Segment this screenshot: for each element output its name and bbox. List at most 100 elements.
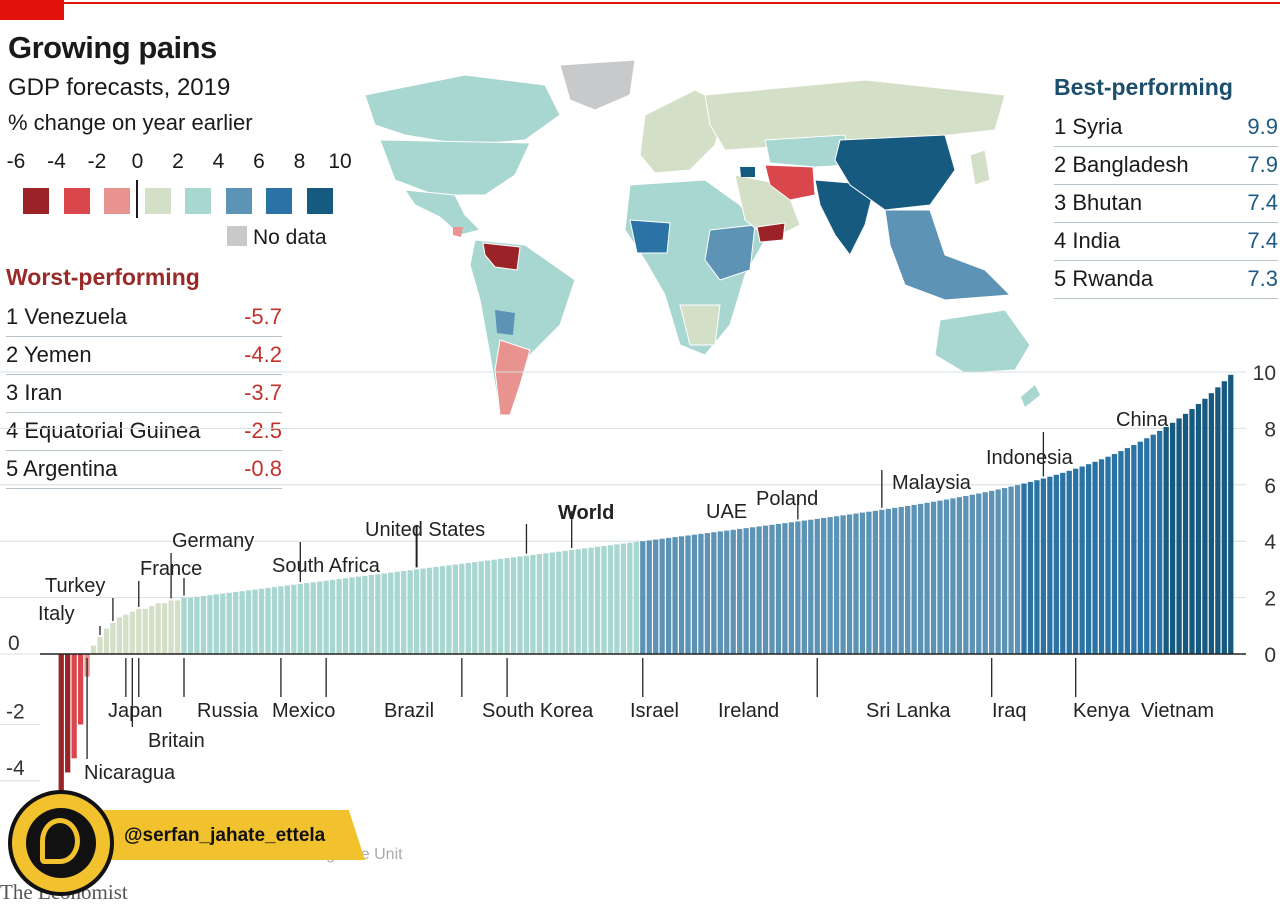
no-data-swatch (227, 226, 247, 246)
y-tick-label: 0 (1264, 644, 1276, 667)
bar (426, 567, 433, 654)
scale-zero-marker (136, 180, 138, 218)
bar (833, 516, 840, 654)
map-region-east-africa (704, 224, 756, 281)
bar (90, 645, 97, 654)
map-region-southern-africa (679, 304, 721, 346)
bar (355, 576, 362, 654)
bar (362, 575, 368, 654)
bar (581, 548, 588, 654)
bar (659, 538, 665, 654)
bar (420, 568, 426, 654)
bar (194, 596, 200, 654)
bar (737, 528, 743, 654)
bar (1073, 468, 1079, 654)
bar (452, 564, 459, 654)
bar (640, 541, 646, 654)
bar-annotation-label: Indonesia (986, 447, 1074, 469)
scale-tick-label: 10 (328, 150, 352, 173)
bar-annotation-label: Kenya (1073, 700, 1131, 722)
map-region-central-america (403, 189, 481, 236)
chart-title: Growing pains (8, 30, 217, 65)
scale-swatch (306, 188, 333, 214)
bar (575, 549, 581, 654)
map-region-syria (740, 167, 755, 177)
y-tick-label: 10 (1253, 362, 1276, 385)
bar (1131, 444, 1137, 654)
bar (872, 510, 879, 654)
bar-annotation-label: Mexico (272, 700, 335, 722)
map-region-japan (969, 149, 991, 186)
map-region-china (834, 134, 956, 211)
bar (827, 517, 833, 654)
table-row: 4 Equatorial Guinea -2.5 (6, 413, 282, 451)
top-rule (0, 2, 1280, 4)
bar (691, 534, 698, 654)
row-country: 2 Bangladesh (1054, 152, 1189, 177)
bar (801, 520, 807, 654)
bar (924, 502, 930, 654)
bar (724, 530, 730, 654)
bar-annotation-label: Japan (108, 700, 163, 722)
bar-annotation-label: Britain (148, 730, 205, 752)
row-value: 7.3 (1247, 266, 1278, 291)
bar (336, 579, 342, 654)
bar (1150, 434, 1156, 654)
bar (472, 562, 478, 654)
bar (200, 595, 207, 654)
y-tick-label: -2 (6, 700, 25, 723)
scale-swatch (266, 188, 292, 214)
watermark-logo-glyph (40, 818, 80, 864)
bar (284, 585, 291, 654)
bar (1111, 453, 1118, 654)
bar (917, 503, 924, 654)
no-data-label: No data (253, 226, 327, 249)
bar (911, 504, 917, 654)
bar (743, 528, 749, 654)
map-region-bolivia (495, 310, 515, 335)
row-value: 9.9 (1247, 114, 1278, 139)
bar (297, 583, 303, 654)
bar (149, 606, 155, 654)
row-country: 1 Syria (1054, 114, 1123, 139)
row-value: -0.8 (244, 456, 282, 481)
bar (375, 574, 381, 654)
bar (459, 563, 465, 654)
bar (271, 587, 278, 654)
watermark-handle: @serfan_jahate_ettela (124, 825, 326, 846)
bar (892, 507, 898, 654)
scale-swatch (63, 188, 90, 214)
row-country: 5 Argentina (6, 456, 118, 481)
bar (530, 554, 536, 654)
bar (213, 594, 219, 654)
scale-tick-label: 0 (131, 150, 144, 173)
bar (814, 518, 820, 654)
bar (97, 637, 103, 654)
table-row: 1 Venezuela -5.7 (6, 299, 282, 337)
bar (517, 556, 523, 654)
bar (123, 614, 129, 654)
table-row: 2 Bangladesh 7.9 (1054, 147, 1278, 185)
bar (245, 590, 252, 654)
bar (633, 541, 639, 654)
bar (704, 533, 711, 654)
bar (594, 546, 601, 654)
scale-swatch (144, 188, 171, 214)
bar-annotation-label: Italy (38, 603, 75, 625)
bar (368, 575, 375, 654)
bar (155, 603, 161, 654)
bar (711, 532, 717, 654)
bar (1027, 481, 1034, 654)
map-region-australia (934, 309, 1031, 374)
map-region-nicaragua (453, 227, 463, 237)
best-performing-table: Best-performing 1 Syria 9.9 2 Bangladesh 7… (1054, 74, 1278, 299)
bar (905, 505, 911, 654)
bar-annotation-label: Poland (756, 488, 818, 510)
bar (1001, 488, 1008, 654)
bar (478, 561, 484, 654)
y-tick-label: 0 (8, 632, 20, 655)
bar-annotation-label: UAE (706, 501, 747, 523)
bar (1215, 387, 1221, 654)
bar (982, 492, 988, 654)
bar (433, 566, 439, 654)
